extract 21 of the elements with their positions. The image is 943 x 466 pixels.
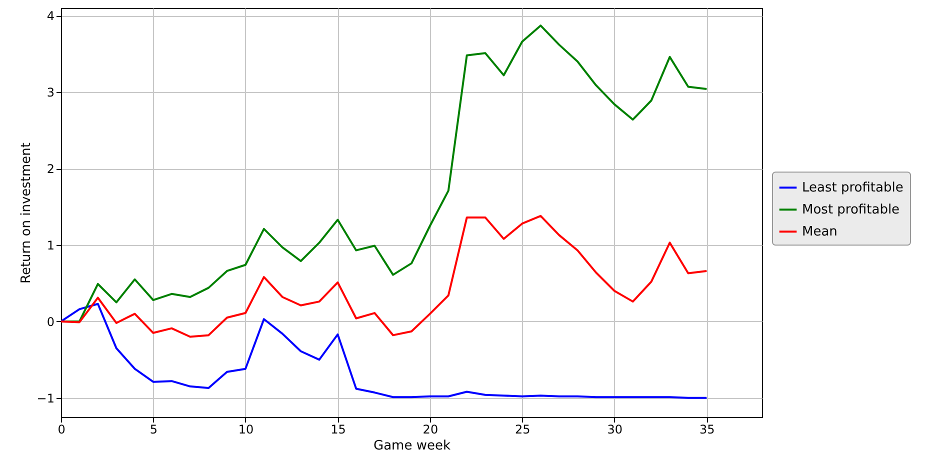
legend-label: Most profitable xyxy=(802,202,900,218)
x-axis-title: Game week xyxy=(374,438,451,454)
y-tick-label: 0 xyxy=(46,314,54,329)
y-axis-title: Return on investment xyxy=(18,142,34,284)
x-tick-label: 30 xyxy=(607,422,623,436)
x-tick-label: 35 xyxy=(700,422,715,436)
y-tick-label: 1 xyxy=(46,238,54,252)
y-tick-label: 4 xyxy=(46,9,54,24)
x-tick-label: 5 xyxy=(150,422,158,436)
x-tick-label: 15 xyxy=(330,422,346,436)
x-tick-label: 0 xyxy=(58,422,66,436)
line-series xyxy=(61,214,708,338)
y-tick-label: −1 xyxy=(36,391,54,406)
y-tick-label: 3 xyxy=(46,86,54,100)
x-tick-label: 25 xyxy=(515,422,530,436)
x-tick-label: 10 xyxy=(238,422,254,436)
legend-label: Mean xyxy=(802,224,838,240)
y-tick-label: 2 xyxy=(46,162,54,176)
x-tick-label: 20 xyxy=(422,422,438,436)
legend-label: Least profitable xyxy=(802,180,904,196)
line-series xyxy=(61,302,708,399)
